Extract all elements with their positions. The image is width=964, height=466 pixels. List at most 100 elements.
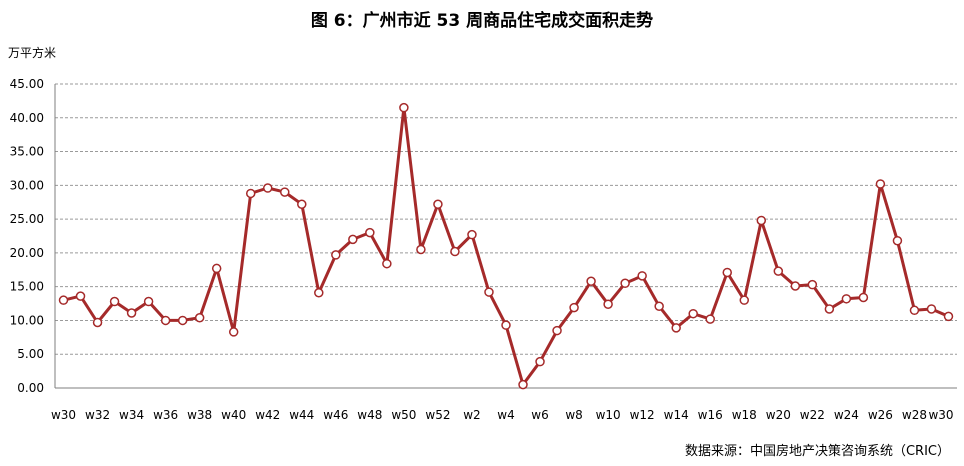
x-tick-label: w46 (323, 408, 348, 422)
data-point (569, 302, 579, 313)
data-point (858, 292, 869, 303)
data-point (228, 327, 239, 337)
y-tick-label: 45.00 (10, 77, 44, 91)
data-point (535, 356, 545, 367)
series-line-path (63, 106, 950, 387)
x-tick-label: w30 (51, 408, 76, 422)
data-point (501, 320, 511, 330)
data-point (705, 314, 715, 324)
x-tick-labels: w30 w32 w34 w36 w38 w40 w42 w44 w46 w48 w50 w52 w2 w4… (51, 408, 954, 422)
y-tick-label: 40.00 (10, 111, 44, 125)
data-point (620, 278, 630, 289)
y-tick-label: 5.00 (17, 347, 44, 361)
data-point (365, 227, 375, 238)
data-point (177, 315, 188, 326)
data-point (160, 315, 171, 326)
data-point (331, 250, 341, 260)
x-tick-label: w12 (630, 408, 655, 422)
x-tick-label: w26 (868, 408, 893, 422)
data-point (756, 215, 767, 226)
x-tick-label: w44 (289, 408, 314, 422)
x-tick-label: w18 (732, 408, 757, 422)
data-point (586, 276, 596, 287)
y-tick-label: 30.00 (10, 178, 44, 192)
y-tick-label: 35.00 (10, 145, 44, 159)
data-point (211, 263, 222, 274)
chart-title: 图 6：广州市近 53 周商品住宅成交面积走势 (310, 11, 654, 31)
data-point (892, 235, 903, 246)
y-axis-unit-label: 万平方米 (8, 46, 57, 60)
source-note: 数据来源：中国房地产决策咨询系统（CRIC） (684, 444, 950, 459)
data-point (194, 312, 205, 323)
data-point (552, 325, 562, 336)
data-point (314, 287, 324, 298)
series-line (63, 106, 950, 387)
x-tick-label: w6 (531, 408, 548, 422)
x-tick-label: w34 (119, 408, 144, 422)
y-tick-label: 0.00 (17, 381, 44, 395)
series-points (58, 102, 954, 390)
x-tick-label: w8 (565, 408, 582, 422)
data-point (739, 295, 750, 305)
data-point (92, 317, 103, 328)
x-tick-label: w30 (928, 408, 953, 422)
data-point (280, 187, 290, 197)
data-point (824, 304, 835, 314)
data-point (654, 301, 664, 312)
data-point (262, 183, 273, 193)
x-tick-label: w50 (391, 408, 416, 422)
data-point (143, 296, 154, 307)
x-tick-label: w36 (153, 408, 178, 422)
y-tick-label: 25.00 (10, 212, 44, 226)
data-point (518, 379, 528, 390)
y-tick-label: 20.00 (10, 246, 44, 260)
data-point (416, 244, 426, 255)
data-point (126, 308, 137, 318)
data-point (245, 188, 256, 199)
x-tick-label: w4 (497, 408, 514, 422)
data-point (688, 308, 698, 319)
x-tick-label: w52 (425, 408, 450, 422)
data-point (875, 179, 886, 189)
data-point (58, 295, 69, 305)
data-point (671, 323, 681, 333)
data-point (382, 258, 392, 269)
data-point (943, 311, 954, 322)
x-tick-label: w22 (800, 408, 825, 422)
x-tick-label: w38 (187, 408, 212, 422)
data-point (841, 294, 852, 304)
data-point (484, 287, 494, 297)
x-tick-label: w42 (255, 408, 280, 422)
data-point (109, 296, 120, 307)
data-point (773, 266, 784, 276)
gridlines (54, 83, 957, 389)
x-tick-label: w10 (596, 408, 621, 422)
y-tick-label: 10.00 (10, 313, 44, 327)
x-tick-label: w32 (85, 408, 110, 422)
data-point (909, 305, 920, 316)
data-point (75, 291, 86, 301)
x-tick-label: w16 (698, 408, 723, 422)
x-tick-label: w14 (664, 408, 689, 422)
data-point (722, 267, 732, 278)
data-point (399, 102, 409, 113)
x-tick-label: w20 (766, 408, 791, 422)
data-point (926, 304, 937, 314)
data-point (603, 299, 613, 309)
data-point (790, 281, 801, 291)
x-tick-label: w24 (834, 408, 859, 422)
x-tick-label: w2 (463, 408, 480, 422)
x-tick-label: w28 (902, 408, 927, 422)
data-point (807, 279, 818, 290)
data-point (450, 246, 460, 257)
data-point (297, 199, 307, 209)
x-tick-label: w40 (221, 408, 246, 422)
data-point (348, 234, 358, 245)
data-point (637, 271, 647, 281)
y-tick-labels: 0.00 5.00 10.00 15.00 20.00 25.00 30.00 35.00 40… (10, 77, 44, 395)
x-tick-label: w48 (357, 408, 382, 422)
data-point (433, 199, 443, 209)
y-tick-label: 15.00 (10, 280, 44, 294)
data-point (467, 229, 477, 240)
